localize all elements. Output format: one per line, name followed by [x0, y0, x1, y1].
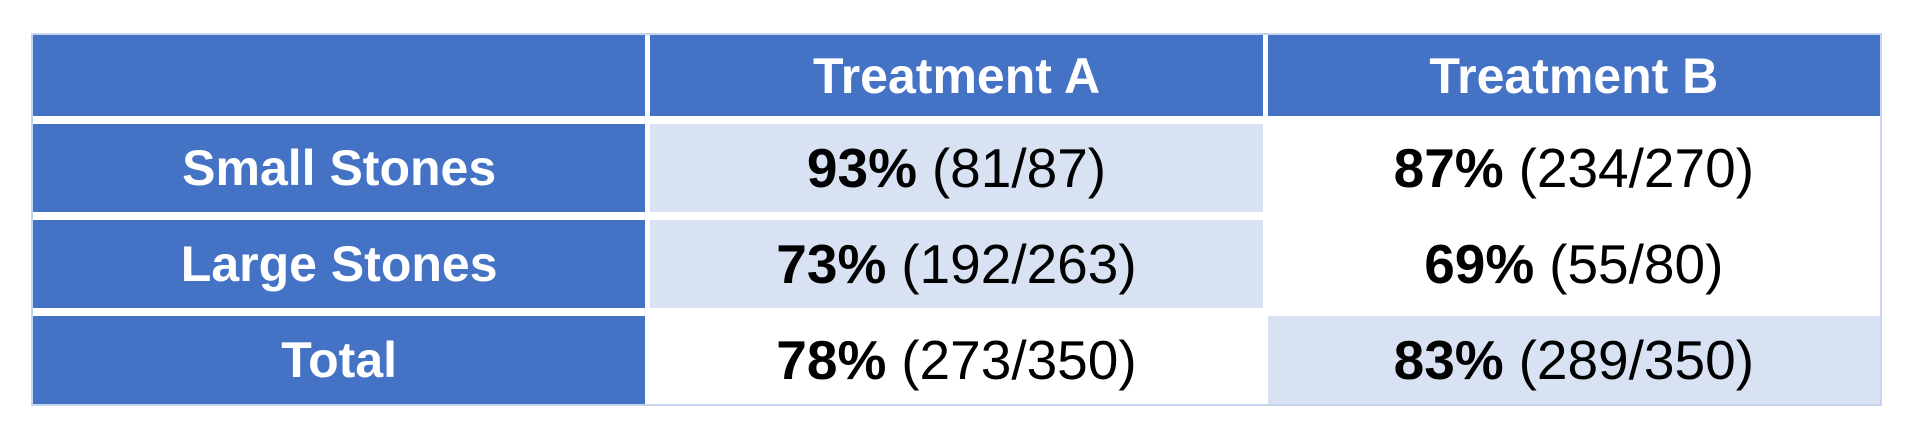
- cell-total-treatment-a: 78% (273/350): [650, 316, 1263, 404]
- row-header-total: Total: [33, 316, 646, 404]
- row-header-large-stones: Large Stones: [33, 220, 646, 308]
- cell-large-stones-treatment-b: 69% (55/80): [1267, 220, 1880, 308]
- column-header-treatment-a: Treatment A: [650, 35, 1263, 116]
- kidney-stone-results-table: Treatment A Treatment B Small Stones 93%…: [31, 33, 1882, 406]
- cell-total-treatment-b: 83% (289/350): [1267, 316, 1880, 404]
- corner-header-cell: [33, 35, 646, 116]
- cell-small-stones-treatment-a: 93% (81/87): [650, 124, 1263, 212]
- success-rate-value: 87%: [1393, 136, 1504, 199]
- success-fraction-value: (192/263): [901, 232, 1137, 295]
- success-rate-value: 83%: [1393, 328, 1504, 391]
- cell-large-stones-treatment-a: 73% (192/263): [650, 220, 1263, 308]
- success-fraction-value: (55/80): [1549, 232, 1724, 295]
- success-rate-value: 73%: [776, 232, 887, 295]
- success-rate-value: 93%: [806, 136, 917, 199]
- column-header-treatment-b: Treatment B: [1267, 35, 1880, 116]
- row-header-small-stones: Small Stones: [33, 124, 646, 212]
- success-fraction-value: (273/350): [901, 328, 1137, 391]
- success-rate-value: 69%: [1424, 232, 1535, 295]
- success-fraction-value: (289/350): [1518, 328, 1755, 391]
- cell-small-stones-treatment-b: 87% (234/270): [1267, 124, 1880, 212]
- success-rate-value: 78%: [776, 328, 887, 391]
- success-fraction-value: (81/87): [931, 136, 1107, 199]
- success-fraction-value: (234/270): [1518, 136, 1755, 199]
